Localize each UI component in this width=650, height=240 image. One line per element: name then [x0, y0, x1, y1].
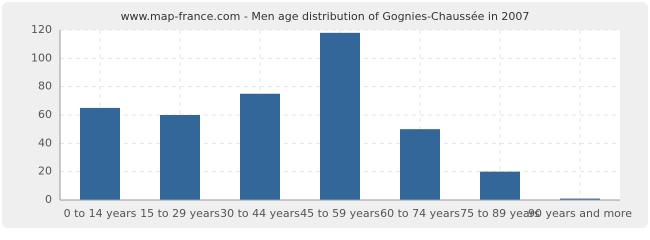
bar — [400, 129, 440, 200]
x-tick-label: 60 to 74 years — [380, 207, 460, 220]
bar — [240, 93, 280, 200]
y-tick-label: 20 — [38, 165, 52, 178]
y-tick-label: 60 — [38, 108, 52, 121]
bar — [560, 198, 600, 200]
x-tick-label: 15 to 29 years — [140, 207, 220, 220]
bar — [320, 32, 360, 201]
y-tick-label: 0 — [45, 193, 52, 206]
bar — [80, 107, 120, 200]
x-tick-label: 75 to 89 years — [460, 207, 540, 220]
x-tick-label: 0 to 14 years — [64, 207, 137, 220]
x-tick-label: 30 to 44 years — [220, 207, 300, 220]
bar — [480, 171, 520, 200]
y-tick-label: 120 — [31, 23, 52, 36]
x-tick-label: 90 years and more — [528, 207, 632, 220]
bar — [160, 115, 200, 200]
x-tick-label: 45 to 59 years — [300, 207, 380, 220]
y-tick-label: 40 — [38, 136, 52, 149]
y-tick-label: 80 — [38, 80, 52, 93]
chart-title: www.map-france.com - Men age distributio… — [121, 10, 530, 23]
chart: www.map-france.com - Men age distributio… — [2, 2, 648, 228]
y-tick-label: 100 — [31, 51, 52, 64]
